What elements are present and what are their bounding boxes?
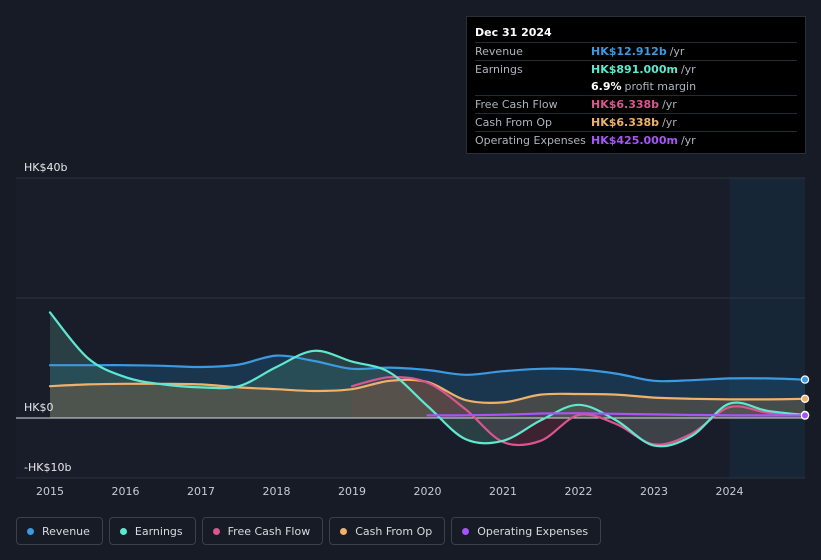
tooltip-row-unit: /yr (680, 134, 696, 147)
forecast-region (729, 178, 805, 478)
y-axis-label: -HK$10b (24, 461, 71, 474)
legend-label: Operating Expenses (477, 524, 589, 538)
x-tick-label: 2021 (489, 485, 517, 498)
x-tick-label: 2018 (262, 485, 290, 498)
tooltip-row: Free Cash Flow HK$6.338b/yr (475, 95, 797, 113)
tooltip-row-value: HK$6.338b (591, 116, 660, 129)
tooltip-row: Earnings HK$891.000m/yr (475, 60, 797, 78)
area-free-cash-flow (352, 377, 805, 446)
tooltip-date: Dec 31 2024 (475, 26, 552, 39)
tooltip-row-unit: /yr (662, 98, 677, 111)
y-axis-label: HK$40b (24, 161, 67, 174)
x-tick-label: 2015 (36, 485, 64, 498)
legend-dot-icon (340, 527, 348, 535)
legend-dot-icon (27, 527, 34, 535)
legend-dot-icon (212, 527, 220, 535)
tooltip-row-value: HK$425.000m (591, 134, 678, 147)
x-tick-label: 2022 (564, 485, 592, 498)
tooltip-row: Cash From Op HK$6.338b/yr (475, 113, 797, 131)
tooltip-row: 6.9% profit margin (475, 78, 797, 95)
x-tick-label: 2017 (187, 485, 215, 498)
end-point-cash-from-op (800, 394, 810, 403)
legend: Revenue Earnings Free Cash Flow Cash From O… (16, 517, 602, 547)
tooltip-row: Operating Expenses HK$425.000m/yr (475, 131, 797, 149)
tooltip-panel: Dec 31 2024 Revenue HK$12.912b/yr Earnings… (466, 16, 806, 154)
x-tick-label: 2024 (715, 485, 743, 498)
end-point-operating-expenses (800, 411, 810, 420)
end-point-revenue (800, 375, 810, 384)
tooltip-row-unit: /yr (680, 63, 696, 76)
tooltip-row-unit: /yr (669, 45, 685, 58)
tooltip-row: Revenue HK$12.912b/yr (475, 42, 797, 60)
legend-label: Earnings (134, 524, 183, 538)
tooltip-row-label: Free Cash Flow (475, 98, 558, 111)
line-free-cash-flow (350, 375, 807, 447)
tooltip-row-value: HK$891.000m (591, 63, 678, 76)
legend-item-operating-expenses[interactable]: Operating Expenses (451, 517, 602, 545)
line-revenue (48, 354, 807, 383)
legend-label: Revenue (42, 524, 90, 538)
y-axis-label: HK$0 (24, 401, 53, 414)
plot-background (16, 178, 805, 478)
legend-dot-icon (462, 527, 470, 535)
line-earnings (48, 311, 807, 448)
legend-item-earnings[interactable]: Earnings (108, 517, 196, 545)
x-tick-label: 2016 (111, 485, 139, 498)
legend-item-revenue[interactable]: Revenue (16, 517, 103, 545)
tooltip-row-label: Revenue (475, 45, 523, 58)
tooltip-row-value: 6.9% (591, 80, 622, 93)
legend-item-free-cash-flow[interactable]: Free Cash Flow (201, 517, 324, 545)
tooltip-row-value: HK$6.338b (591, 98, 660, 111)
tooltip-row-unit: /yr (662, 116, 677, 129)
tooltip-row-label: Operating Expenses (475, 134, 586, 147)
tooltip-row-unit: profit margin (624, 80, 697, 93)
x-tick-label: 2019 (338, 485, 366, 498)
legend-label: Free Cash Flow (227, 524, 311, 538)
x-tick-label: 2023 (640, 485, 668, 498)
x-tick-label: 2020 (413, 485, 441, 498)
legend-dot-icon (119, 527, 127, 535)
legend-item-cash-from-op[interactable]: Cash From Op (329, 517, 446, 545)
area-cash-from-op (50, 379, 805, 418)
tooltip-row-label (475, 78, 591, 95)
legend-label: Cash From Op (355, 524, 433, 538)
tooltip-row-label: Cash From Op (475, 116, 553, 129)
tooltip-row-value: HK$12.912b (591, 45, 667, 58)
line-operating-expenses (426, 412, 807, 417)
tooltip-row-label: Earnings (475, 63, 523, 76)
